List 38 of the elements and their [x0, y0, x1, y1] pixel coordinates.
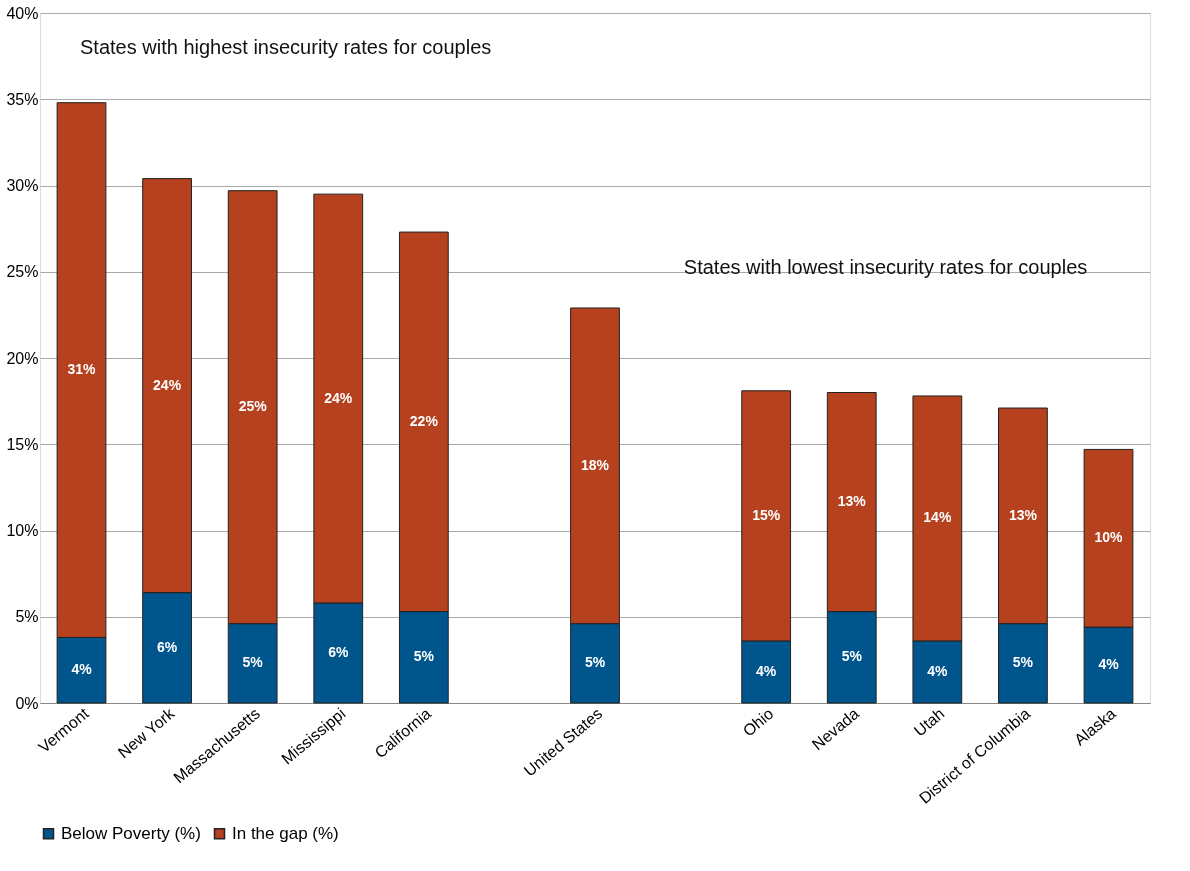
data-label: 24% [324, 389, 353, 406]
data-label: 13% [837, 493, 867, 510]
x-tick-label: New York [114, 704, 179, 762]
data-label: 10% [1094, 529, 1124, 546]
data-label: 5% [841, 648, 863, 665]
y-tick-label: 15% [6, 435, 39, 453]
x-tick-label: Ohio [739, 704, 777, 740]
annotation: States with lowest insecurity rates for couples [683, 256, 1088, 278]
y-tick-label: 25% [6, 263, 39, 281]
data-label: 6% [156, 638, 178, 655]
data-label: 6% [328, 643, 349, 660]
y-tick-label: 20% [6, 349, 39, 367]
data-label: 15% [752, 506, 781, 523]
data-label: 5% [584, 654, 606, 671]
data-label: 22% [409, 412, 439, 429]
data-label: 4% [71, 661, 93, 678]
data-label: 25% [238, 398, 268, 415]
data-label: 5% [1012, 654, 1034, 671]
data-label: 4% [756, 662, 777, 679]
data-label: 18% [580, 456, 610, 473]
data-label: 13% [1008, 506, 1038, 523]
y-tick-label: 5% [15, 608, 39, 626]
legend-label: Below Poverty (%) [61, 823, 201, 843]
data-label: 4% [927, 662, 948, 679]
annotation: States with highest insecurity rates for couples [80, 36, 492, 58]
y-tick-label: 40% [6, 4, 39, 22]
data-label: 4% [1098, 656, 1120, 673]
legend-label: In the gap (%) [232, 823, 339, 843]
data-label: 5% [413, 648, 435, 665]
data-label: 5% [242, 654, 264, 671]
data-label: 24% [153, 376, 182, 393]
x-tick-label: Utah [910, 704, 948, 740]
y-tick-label: 0% [15, 694, 39, 712]
data-label: 31% [67, 361, 97, 378]
y-tick-label: 30% [6, 177, 39, 194]
y-tick-label: 35% [6, 90, 39, 108]
data-label: 14% [923, 509, 952, 526]
y-tick-label: 10% [6, 522, 39, 539]
